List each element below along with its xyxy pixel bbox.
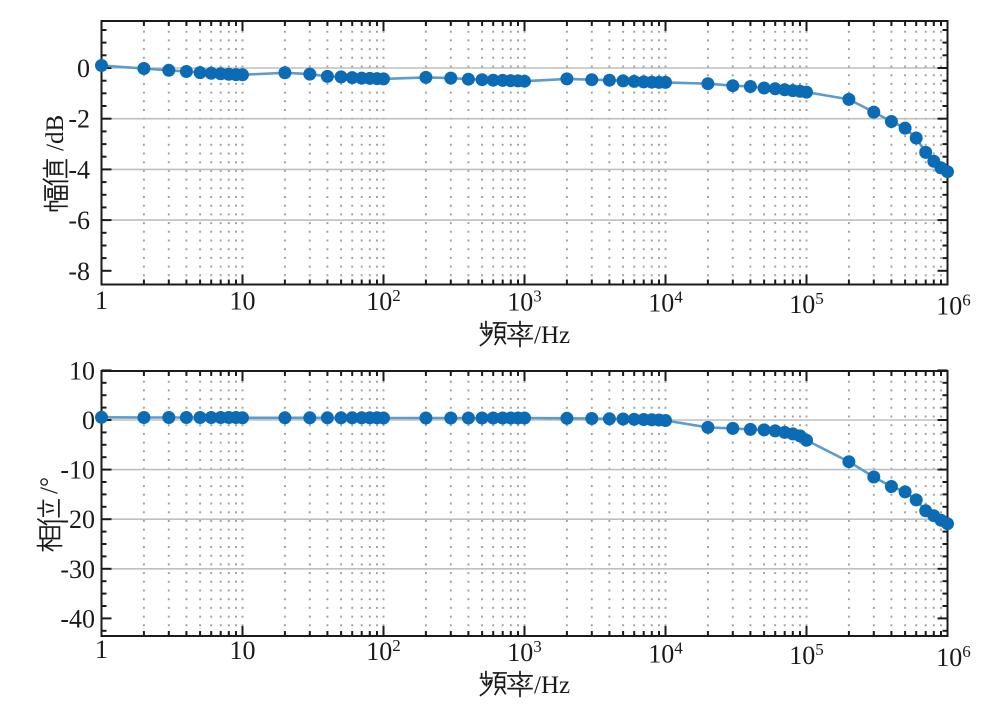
svg-text:0: 0 xyxy=(77,54,90,83)
svg-text:-4: -4 xyxy=(68,155,90,184)
svg-text:10: 10 xyxy=(230,636,256,665)
svg-text:/Hz: /Hz xyxy=(534,672,570,699)
svg-text:/Hz: /Hz xyxy=(534,322,570,349)
svg-text:-40: -40 xyxy=(60,604,95,633)
svg-text:1: 1 xyxy=(95,635,108,664)
svg-text:10: 10 xyxy=(69,356,95,385)
svg-text:-30: -30 xyxy=(60,555,95,584)
svg-text:-20: -20 xyxy=(60,505,95,534)
svg-text:-10: -10 xyxy=(60,456,95,485)
svg-text:1: 1 xyxy=(95,286,108,315)
svg-text:0: 0 xyxy=(82,406,95,435)
svg-text:-2: -2 xyxy=(68,105,90,134)
svg-text:/°: /° xyxy=(36,477,63,494)
svg-text:-6: -6 xyxy=(68,206,90,235)
svg-text:/dB: /dB xyxy=(42,115,69,151)
svg-text:10: 10 xyxy=(230,287,256,316)
svg-text:104: 104 xyxy=(648,639,683,669)
svg-text:-8: -8 xyxy=(68,257,90,286)
